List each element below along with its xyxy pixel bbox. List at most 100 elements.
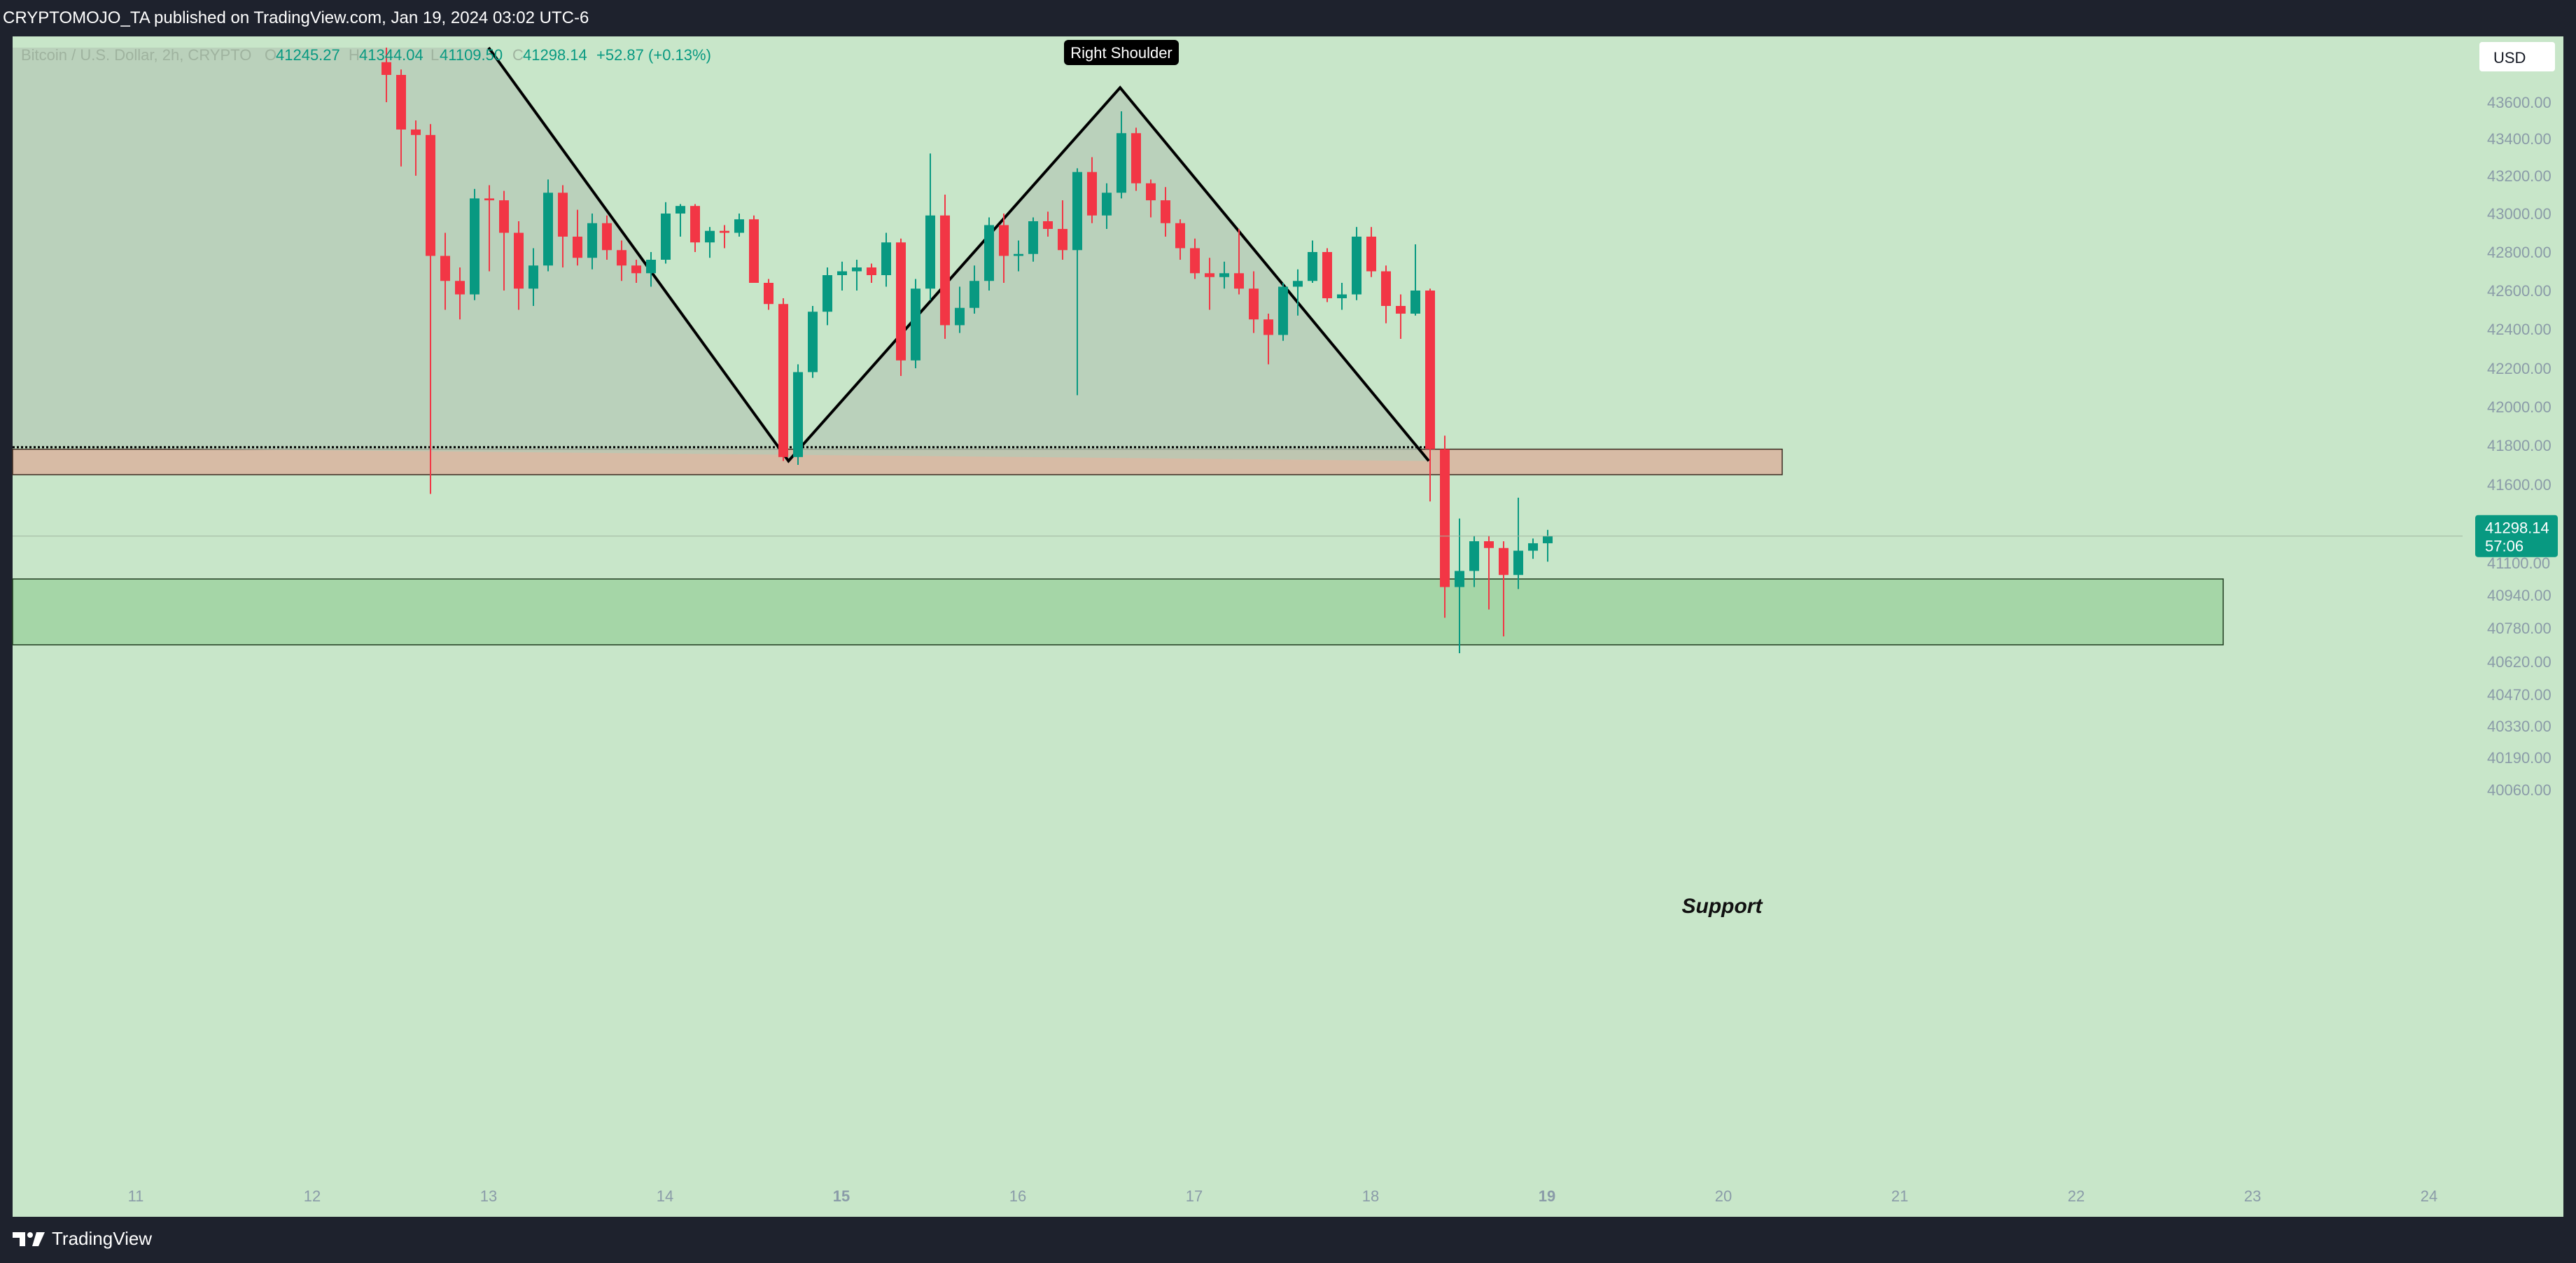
- candle: [440, 232, 450, 310]
- candle: [1146, 179, 1156, 218]
- price-axis[interactable]: [2463, 36, 2563, 1217]
- candle-body: [1028, 221, 1038, 254]
- candle-body: [1058, 229, 1068, 251]
- candle: [1234, 229, 1244, 295]
- legend-low-value: 41109.50: [440, 46, 503, 64]
- candle-body: [1072, 172, 1082, 251]
- candle: [1469, 536, 1479, 587]
- candle-body: [969, 281, 979, 308]
- y-tick-label: 42400.00: [2487, 321, 2552, 338]
- x-tick-label: 12: [304, 1187, 321, 1205]
- candle-body: [896, 242, 906, 361]
- candle: [1425, 288, 1435, 502]
- y-tick-label: 41800.00: [2487, 437, 2552, 454]
- candle-body: [676, 206, 685, 214]
- x-tick-label: 20: [1715, 1187, 1732, 1205]
- candle: [382, 48, 391, 102]
- candle: [1440, 435, 1450, 618]
- candle: [749, 215, 759, 283]
- candle-body: [999, 225, 1009, 256]
- candle-body: [1264, 319, 1273, 335]
- candle: [955, 286, 965, 333]
- y-tick-label: 40780.00: [2487, 620, 2552, 637]
- candle-body: [867, 267, 876, 275]
- candle-body: [411, 130, 421, 135]
- tradingview-brand-name: TradingView: [52, 1228, 153, 1249]
- candle-body: [661, 214, 671, 260]
- candle-body: [720, 230, 729, 233]
- y-tick-label: 40620.00: [2487, 653, 2552, 671]
- candle: [514, 221, 524, 310]
- candle: [1499, 541, 1508, 636]
- candle: [661, 202, 671, 264]
- x-tick-label: 16: [1009, 1187, 1026, 1205]
- candle-body: [734, 219, 744, 233]
- candle: [1308, 240, 1317, 283]
- candle: [411, 120, 421, 176]
- candle: [1366, 227, 1376, 277]
- bottom-bar: TradingView: [0, 1218, 2576, 1263]
- candle: [1455, 518, 1464, 653]
- currency-badge[interactable]: USD: [2479, 42, 2555, 71]
- candle-body: [1043, 221, 1053, 229]
- candle-body: [1146, 183, 1156, 201]
- legend-symbol: Bitcoin / U.S. Dollar, 2h, CRYPTO: [21, 46, 251, 64]
- candle-body: [1469, 541, 1479, 571]
- x-tick-label: 19: [1539, 1187, 1555, 1205]
- candle: [1543, 529, 1553, 562]
- legend-low-label: L: [430, 46, 439, 64]
- candle: [1322, 248, 1332, 302]
- tradingview-logo-icon: [13, 1231, 45, 1246]
- candle: [587, 214, 597, 270]
- x-tick-label: 24: [2421, 1187, 2437, 1205]
- candle-body: [587, 223, 597, 258]
- candle-body: [631, 265, 641, 274]
- candle-body: [514, 232, 524, 289]
- y-tick-label: 42600.00: [2487, 282, 2552, 300]
- candle-body: [382, 62, 391, 75]
- candle: [1352, 227, 1362, 300]
- candle-body: [1219, 273, 1229, 277]
- candle: [396, 69, 406, 167]
- top-bar: CRYPTOMOJO_TA published on TradingView.c…: [0, 0, 2576, 36]
- price-chart[interactable]: 43600.00 43400.00 43200.00 43000.00 42800.00…: [0, 36, 2576, 1218]
- candle: [690, 204, 700, 252]
- x-tick-label: 23: [2244, 1187, 2261, 1205]
- legend-open-label: O: [265, 46, 276, 64]
- candle-body: [396, 75, 406, 130]
- candle: [969, 265, 979, 314]
- candle: [1014, 240, 1023, 272]
- candle: [1102, 183, 1112, 229]
- tradingview-brand[interactable]: TradingView: [13, 1228, 152, 1250]
- x-tick-label: 18: [1362, 1187, 1379, 1205]
- candle-body: [1116, 133, 1126, 193]
- legend-high-value: 41344.04: [359, 46, 424, 64]
- y-tick-label: 42200.00: [2487, 360, 2552, 377]
- candle-body: [1087, 172, 1097, 216]
- publish-info: CRYPTOMOJO_TA published on TradingView.c…: [3, 8, 589, 27]
- candle: [778, 298, 788, 461]
- candle-body: [690, 206, 700, 243]
- candle: [1264, 314, 1273, 365]
- candle-body: [573, 237, 582, 258]
- candle-body: [1425, 291, 1435, 449]
- candle: [646, 252, 656, 287]
- y-tick-label: 43000.00: [2487, 205, 2552, 223]
- legend-high-label: H: [349, 46, 360, 64]
- x-tick-label: 22: [2068, 1187, 2085, 1205]
- candle: [705, 227, 715, 258]
- y-tick-label: 40060.00: [2487, 781, 2552, 799]
- x-tick-label: 11: [128, 1187, 144, 1205]
- candle-body: [940, 215, 950, 326]
- candle: [1278, 283, 1288, 341]
- candle-body: [778, 304, 788, 457]
- right-shoulder-annotation[interactable]: Right Shoulder: [1064, 40, 1179, 65]
- candle-body: [984, 225, 994, 281]
- candle-body: [837, 271, 847, 275]
- candle-body: [1513, 550, 1523, 575]
- candle: [617, 240, 626, 281]
- candle-body: [1249, 288, 1259, 320]
- legend-open-value: 41245.27: [276, 46, 340, 64]
- candle-body: [646, 260, 656, 274]
- candle-body: [925, 215, 935, 289]
